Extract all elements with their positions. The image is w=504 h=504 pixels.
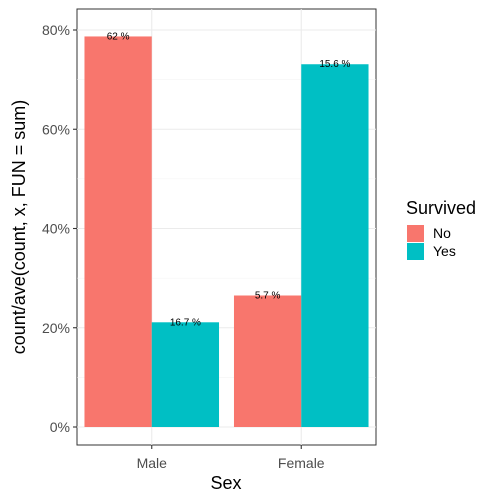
bar-label-no-female: 5.7 % xyxy=(255,290,281,301)
y-axis: 0% 20% 40% 60% 80% xyxy=(42,22,77,435)
x-axis-title: Sex xyxy=(210,473,241,493)
legend-label-no: No xyxy=(433,225,451,241)
y-tick-label: 40% xyxy=(42,221,70,237)
bar-yes-female xyxy=(301,64,369,428)
bar-no-female xyxy=(233,295,302,427)
legend: Survived No Yes xyxy=(406,198,476,260)
legend-label-yes: Yes xyxy=(433,243,456,259)
y-tick-label: 80% xyxy=(42,22,70,38)
bar-no-male xyxy=(84,36,152,428)
bar-labels: 62 % 16.7 % 5.7 % 15.6 % xyxy=(107,31,351,328)
y-tick-label: 0% xyxy=(50,419,70,435)
y-axis-title: count/ave(count, x, FUN = sum) xyxy=(9,100,29,355)
legend-key-yes xyxy=(407,243,424,260)
x-axis: Male Female xyxy=(137,445,325,471)
x-tick-label: Female xyxy=(278,455,325,471)
bar-yes-male xyxy=(151,322,220,427)
bar-label-yes-male: 16.7 % xyxy=(170,317,201,328)
x-tick-label: Male xyxy=(137,455,168,471)
bars xyxy=(84,36,369,428)
bar-label-yes-female: 15.6 % xyxy=(319,59,350,70)
y-tick-label: 20% xyxy=(42,320,70,336)
bar-label-no-male: 62 % xyxy=(107,31,130,42)
legend-title: Survived xyxy=(406,198,476,218)
y-tick-label: 60% xyxy=(42,121,70,137)
legend-key-no xyxy=(407,225,424,242)
